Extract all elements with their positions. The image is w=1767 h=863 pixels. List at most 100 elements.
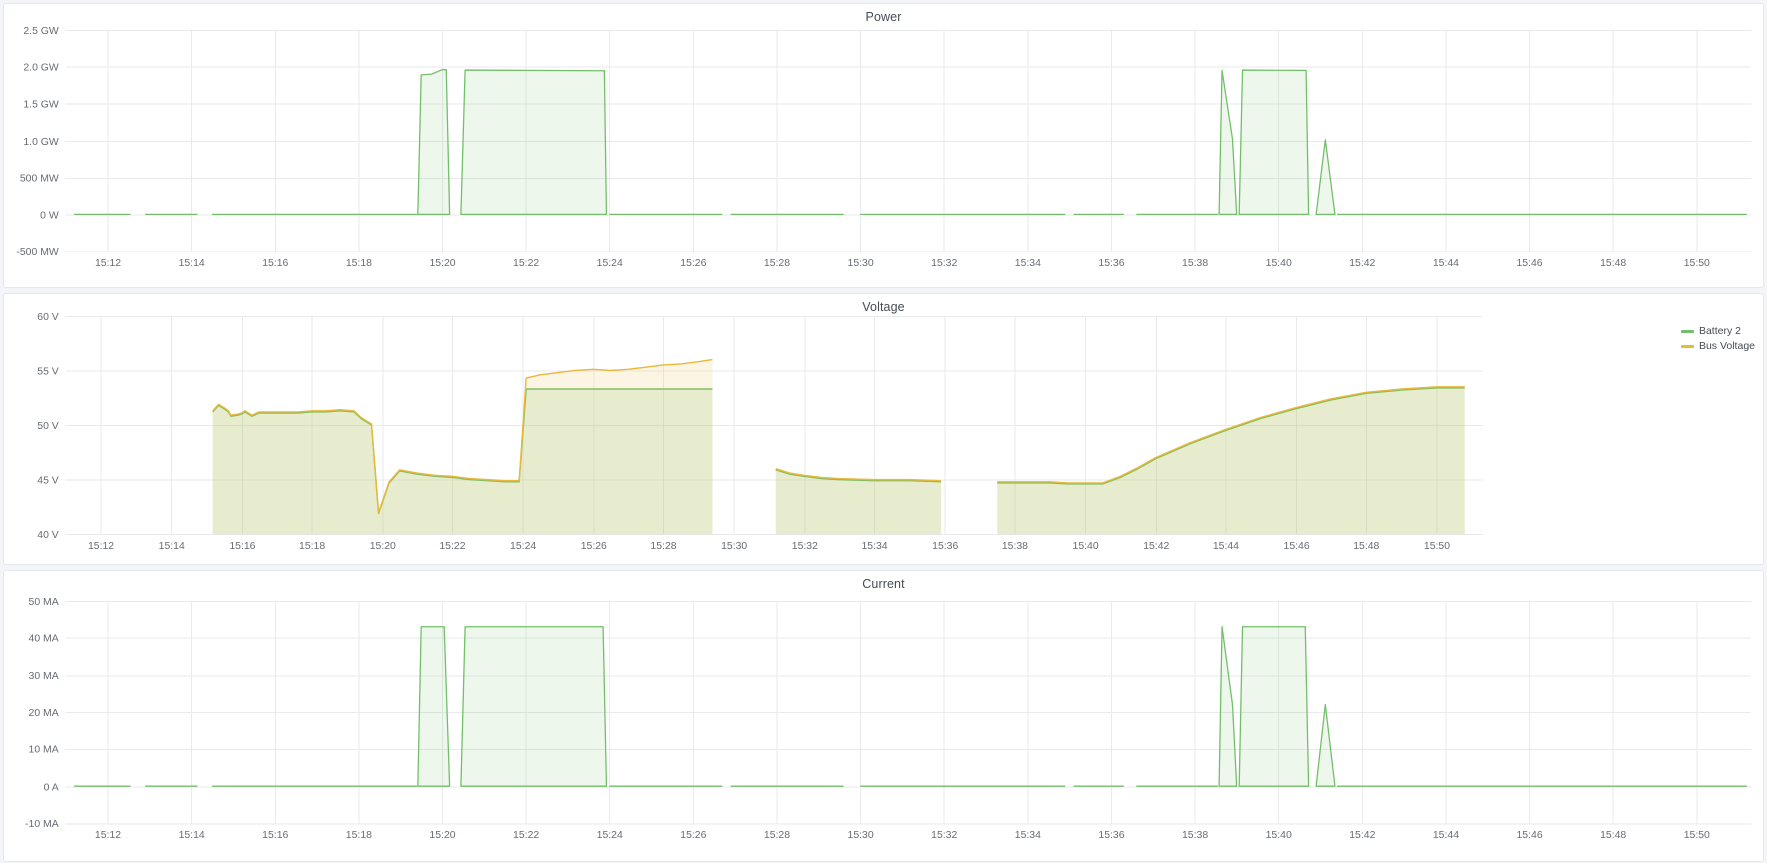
panel-voltage[interactable]: Voltage 60 V 55 V 50 V 45 V 40 V 15:12 15:14 15…: [3, 293, 1764, 565]
x-tick-label: 15:18: [346, 258, 372, 269]
x-tick-label: 15:18: [299, 541, 325, 552]
voltage-chart-svg[interactable]: 60 V 55 V 50 V 45 V 40 V 15:12 15:14 15:16 15:18…: [4, 294, 1763, 564]
current-pulse: [1218, 626, 1238, 787]
x-tick-label: 15:28: [764, 258, 790, 269]
voltage-area-battery-2: [775, 469, 941, 535]
x-tick-label: 15:22: [513, 258, 539, 269]
x-tick-label: 15:12: [88, 541, 114, 552]
plot-area-voltage[interactable]: 60 V 55 V 50 V 45 V 40 V 15:12 15:14 15:16 15:18…: [4, 294, 1763, 564]
x-tick-label: 15:20: [429, 258, 455, 269]
voltage-area-bus-voltage: [212, 359, 713, 535]
y-tick-label: 55 V: [37, 366, 59, 377]
x-tick-label: 15:30: [721, 541, 747, 552]
current-pulse: [417, 626, 451, 787]
x-tick-label: 15:50: [1684, 258, 1710, 269]
x-tick-label: 15:18: [346, 830, 372, 841]
x-tick-label: 15:38: [1182, 258, 1208, 269]
x-tick-label: 15:32: [931, 258, 957, 269]
x-tick-label: 15:28: [764, 830, 790, 841]
x-tick-label: 15:22: [513, 830, 539, 841]
y-tick-label: 40 MA: [29, 634, 59, 645]
voltage-area-battery-2: [997, 387, 1465, 535]
voltage-area-bus-voltage: [997, 386, 1465, 535]
power-pulse: [1218, 69, 1238, 215]
y-tick-label: 500 MW: [20, 174, 59, 185]
legend-label-battery-2: Battery 2: [1698, 325, 1741, 337]
x-tick-label: 15:12: [95, 830, 121, 841]
current-pulse: [1315, 703, 1336, 787]
x-tick-label: 15:14: [159, 541, 185, 552]
x-tick-label: 15:30: [848, 258, 874, 269]
x-tick-label: 15:36: [1098, 258, 1124, 269]
x-tick-label: 15:36: [1098, 830, 1124, 841]
power-pulse: [1315, 139, 1336, 215]
y-tick-label: 50 V: [37, 421, 59, 432]
y-tick-label: 2.5 GW: [23, 26, 59, 37]
x-tick-label: 15:34: [861, 541, 887, 552]
y-tick-label: 0 A: [44, 782, 59, 793]
panel-title-current: Current: [862, 577, 905, 591]
x-tick-label: 15:46: [1516, 258, 1542, 269]
legend-swatch-battery-2: [1680, 330, 1694, 333]
voltage-line-battery-2: [997, 387, 1465, 485]
x-tick-label: 15:50: [1684, 830, 1710, 841]
x-tick-label: 15:40: [1073, 541, 1099, 552]
x-tick-label: 15:36: [932, 541, 958, 552]
x-tick-label: 15:32: [792, 541, 818, 552]
x-tick-label: 15:46: [1516, 830, 1542, 841]
x-tick-label: 15:42: [1349, 258, 1375, 269]
panel-title-voltage: Voltage: [862, 300, 905, 314]
x-tick-label: 15:22: [439, 541, 465, 552]
x-tick-label: 15:16: [229, 541, 255, 552]
voltage-line-bus-voltage: [775, 468, 941, 482]
legend-swatch-bus-voltage: [1680, 345, 1694, 348]
legend-label-bus-voltage: Bus Voltage: [1698, 340, 1755, 352]
x-tick-label: 15:16: [262, 830, 288, 841]
y-tick-label: 20 MA: [29, 708, 59, 719]
x-tick-label: 15:26: [680, 830, 706, 841]
x-tick-label: 15:20: [429, 830, 455, 841]
plot-area-current[interactable]: 50 MA 40 MA 30 MA 20 MA 10 MA 0 A -10 MA 15:12 1…: [4, 571, 1763, 861]
x-tick-label: 15:14: [179, 258, 205, 269]
x-tick-label: 15:40: [1266, 258, 1292, 269]
x-tick-label: 15:16: [262, 258, 288, 269]
x-tick-label: 15:32: [931, 830, 957, 841]
x-tick-label: 15:14: [179, 830, 205, 841]
y-tick-label: 40 V: [37, 530, 59, 541]
x-tick-label: 15:24: [597, 830, 623, 841]
x-tick-label: 15:50: [1424, 541, 1450, 552]
legend-item-battery-2[interactable]: Battery 2: [1680, 324, 1755, 339]
y-tick-label: 0 W: [40, 210, 59, 221]
x-tick-label: 15:48: [1600, 258, 1626, 269]
x-tick-label: 15:46: [1284, 541, 1310, 552]
x-tick-label: 15:48: [1600, 830, 1626, 841]
x-tick-label: 15:12: [95, 258, 121, 269]
y-tick-label: 50 MA: [29, 597, 59, 608]
x-tick-label: 15:42: [1143, 541, 1169, 552]
legend-item-bus-voltage[interactable]: Bus Voltage: [1680, 339, 1755, 354]
x-tick-label: 15:20: [370, 541, 396, 552]
y-tick-label: -500 MW: [16, 247, 58, 258]
power-pulse: [1238, 69, 1310, 215]
x-tick-label: 15:44: [1213, 541, 1239, 552]
power-pulse: [460, 69, 608, 215]
power-pulse: [417, 69, 451, 215]
voltage-line-battery-2: [775, 469, 941, 483]
x-tick-label: 15:24: [597, 258, 623, 269]
y-tick-label: 45 V: [37, 476, 59, 487]
panel-title-power: Power: [865, 10, 902, 24]
panel-power[interactable]: Power 2.5 GW 2.0 GW 1.5 GW 1.0 GW 500 MW 0 W -…: [3, 3, 1764, 288]
panel-current[interactable]: Current 50 MA 40 MA 30 MA 20 MA 10 MA 0 A -10 …: [3, 570, 1764, 862]
x-tick-label: 15:38: [1002, 541, 1028, 552]
power-chart-svg[interactable]: 2.5 GW 2.0 GW 1.5 GW 1.0 GW 500 MW 0 W -500 MW…: [4, 4, 1763, 287]
plot-area-power[interactable]: 2.5 GW 2.0 GW 1.5 GW 1.0 GW 500 MW 0 W -500 MW…: [4, 4, 1763, 287]
y-tick-label: 60 V: [37, 312, 59, 323]
x-tick-label: 15:40: [1266, 830, 1292, 841]
x-tick-label: 15:38: [1182, 830, 1208, 841]
current-chart-svg[interactable]: 50 MA 40 MA 30 MA 20 MA 10 MA 0 A -10 MA 15:12 1…: [4, 571, 1763, 861]
current-pulse: [1238, 626, 1310, 787]
voltage-line-bus-voltage: [212, 358, 713, 514]
y-tick-label: -10 MA: [25, 819, 59, 830]
voltage-area-bus-voltage: [775, 468, 941, 535]
